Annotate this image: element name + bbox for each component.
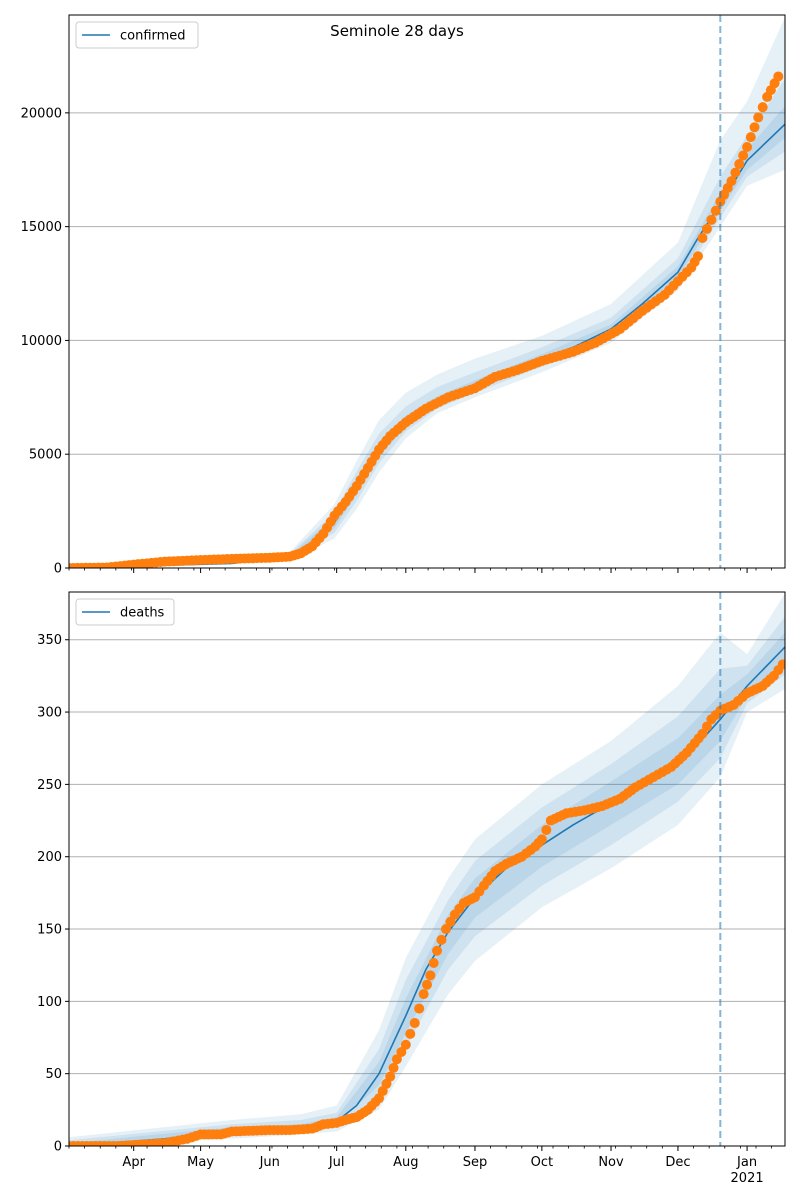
y-tick-label: 300 bbox=[37, 706, 62, 721]
observed-point bbox=[414, 1003, 425, 1014]
observed-point bbox=[385, 1071, 396, 1082]
y-tick-label: 100 bbox=[37, 995, 62, 1010]
x-tick-label: Dec bbox=[665, 1155, 690, 1170]
observed-point bbox=[745, 132, 756, 143]
y-tick-label: 10000 bbox=[21, 334, 62, 349]
y-tick-label: 50 bbox=[45, 1067, 62, 1082]
observed-point bbox=[440, 924, 451, 935]
observed-point bbox=[425, 970, 436, 981]
observed-point bbox=[697, 728, 708, 739]
axes-frame bbox=[68, 14, 786, 569]
observed-point bbox=[773, 71, 784, 82]
observed-point bbox=[409, 1018, 420, 1029]
observed-point bbox=[422, 979, 432, 990]
y-tick-label: 250 bbox=[37, 778, 62, 793]
observed-point bbox=[730, 167, 741, 178]
axes-frame bbox=[68, 591, 786, 1147]
legend-box bbox=[75, 598, 175, 626]
observed-point bbox=[396, 1046, 407, 1057]
legend-label: deaths bbox=[120, 606, 165, 621]
observed-point bbox=[777, 659, 785, 670]
y-tick-label: 5000 bbox=[29, 448, 62, 463]
x-year-label: 2021 bbox=[731, 1171, 764, 1186]
observed-point bbox=[738, 150, 749, 161]
observed-point bbox=[436, 934, 447, 945]
y-tick-label: 20000 bbox=[21, 106, 62, 121]
y-tick-label: 0 bbox=[54, 562, 62, 577]
observed-point bbox=[432, 945, 443, 956]
observed-point bbox=[749, 122, 760, 133]
observed-point bbox=[710, 205, 721, 216]
y-tick-label: 150 bbox=[37, 923, 62, 938]
legend: deaths bbox=[75, 598, 175, 626]
x-tick-label: Apr bbox=[122, 1155, 145, 1170]
observed-point bbox=[400, 1039, 411, 1050]
observed-point bbox=[742, 141, 753, 152]
plot-area bbox=[69, 593, 785, 1146]
observed-point bbox=[405, 1028, 416, 1039]
observed-point bbox=[445, 916, 456, 927]
observed-point bbox=[697, 233, 708, 244]
observed-point bbox=[757, 102, 768, 113]
observed-point bbox=[753, 112, 764, 123]
observed-point bbox=[693, 251, 704, 262]
observed-point bbox=[701, 223, 712, 234]
x-tick-label: Aug bbox=[393, 1155, 418, 1170]
observed-point bbox=[536, 834, 547, 845]
legend-label: confirmed bbox=[120, 29, 186, 44]
x-tick-label: Nov bbox=[598, 1155, 624, 1170]
observed-point bbox=[428, 958, 439, 969]
uncertainty-band-outer bbox=[69, 593, 785, 1146]
confirmed-chart: 0 5000 10000 15000 20000 confirmed bbox=[21, 14, 786, 577]
legend-box bbox=[75, 21, 199, 49]
observed-point bbox=[391, 1054, 402, 1065]
x-tick-label: Jun bbox=[259, 1155, 280, 1170]
y-tick-label: 0 bbox=[54, 1140, 62, 1155]
legend: confirmed bbox=[75, 21, 199, 49]
observed-point bbox=[418, 989, 429, 1000]
observed-point bbox=[734, 159, 745, 170]
plot-area bbox=[69, 17, 785, 568]
x-tick-label: May bbox=[187, 1155, 214, 1170]
observed-point bbox=[706, 214, 717, 225]
observed-point bbox=[541, 824, 552, 835]
uncertainty-band-outer bbox=[69, 17, 785, 568]
observed-point bbox=[701, 721, 712, 732]
observed-point bbox=[726, 176, 737, 187]
y-tick-label: 350 bbox=[37, 633, 62, 648]
y-tick-label: 200 bbox=[37, 850, 62, 865]
deaths-chart: 0 50 100 150 200 250 300 350 Apr May Jun Jul Aug Sep O… bbox=[37, 591, 786, 1186]
x-tick-label: Jul bbox=[328, 1155, 345, 1170]
y-tick-label: 15000 bbox=[21, 220, 62, 235]
x-tick-label: Oct bbox=[531, 1155, 553, 1170]
observed-point bbox=[388, 1062, 399, 1073]
x-tick-label: Sep bbox=[463, 1155, 488, 1170]
x-tick-label: Jan bbox=[736, 1155, 757, 1170]
figure-title: Seminole 28 days bbox=[330, 22, 464, 40]
